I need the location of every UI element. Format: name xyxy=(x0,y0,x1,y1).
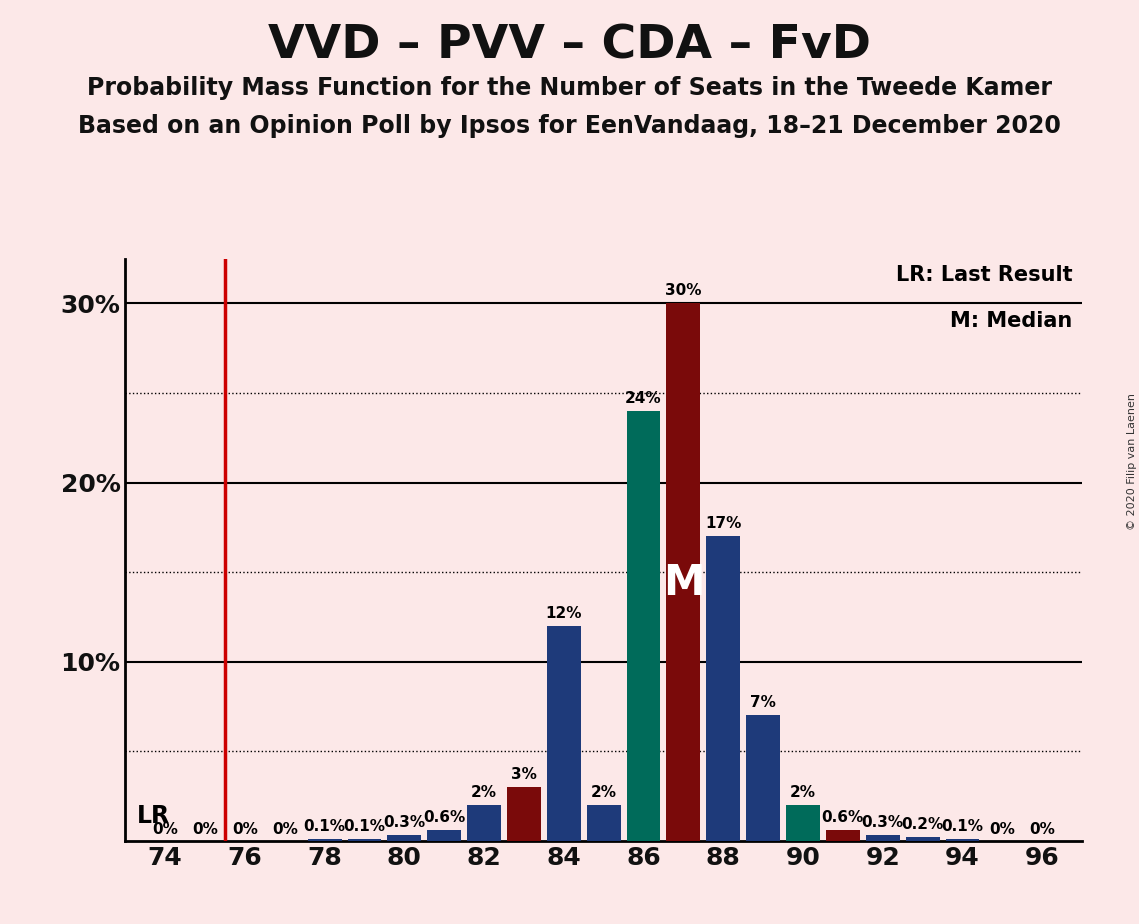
Text: 17%: 17% xyxy=(705,516,741,531)
Text: VVD – PVV – CDA – FvD: VVD – PVV – CDA – FvD xyxy=(268,23,871,68)
Bar xyxy=(308,839,342,841)
Bar xyxy=(547,626,581,841)
Text: 0.1%: 0.1% xyxy=(942,819,983,833)
Text: 0.1%: 0.1% xyxy=(304,819,345,833)
Bar xyxy=(826,830,860,841)
Bar xyxy=(626,411,661,841)
Text: 3%: 3% xyxy=(511,767,536,782)
Bar xyxy=(666,303,700,841)
Text: 24%: 24% xyxy=(625,391,662,406)
Bar xyxy=(347,839,382,841)
Text: 12%: 12% xyxy=(546,605,582,621)
Text: 0%: 0% xyxy=(272,822,297,837)
Bar xyxy=(906,837,940,841)
Bar xyxy=(387,835,421,841)
Bar xyxy=(706,536,740,841)
Bar xyxy=(427,830,461,841)
Text: Probability Mass Function for the Number of Seats in the Tweede Kamer: Probability Mass Function for the Number… xyxy=(87,76,1052,100)
Bar xyxy=(945,839,980,841)
Bar xyxy=(467,805,501,841)
Bar xyxy=(587,805,621,841)
Text: © 2020 Filip van Laenen: © 2020 Filip van Laenen xyxy=(1126,394,1137,530)
Text: 0.3%: 0.3% xyxy=(862,815,903,830)
Text: LR: LR xyxy=(137,804,171,828)
Text: 0.2%: 0.2% xyxy=(901,817,944,832)
Bar xyxy=(866,835,900,841)
Text: 0.6%: 0.6% xyxy=(821,809,865,825)
Text: 2%: 2% xyxy=(790,784,816,799)
Text: 30%: 30% xyxy=(665,283,702,298)
Bar xyxy=(786,805,820,841)
Text: LR: Last Result: LR: Last Result xyxy=(896,264,1073,285)
Bar xyxy=(746,715,780,841)
Text: 0%: 0% xyxy=(1030,822,1055,837)
Text: 0%: 0% xyxy=(990,822,1015,837)
Text: 2%: 2% xyxy=(472,784,497,799)
Text: 2%: 2% xyxy=(591,784,616,799)
Text: 0%: 0% xyxy=(153,822,178,837)
Text: 7%: 7% xyxy=(751,695,776,710)
Text: 0.6%: 0.6% xyxy=(423,809,466,825)
Text: Based on an Opinion Poll by Ipsos for EenVandaag, 18–21 December 2020: Based on an Opinion Poll by Ipsos for Ee… xyxy=(79,114,1060,138)
Text: 0%: 0% xyxy=(232,822,257,837)
Text: 0.1%: 0.1% xyxy=(344,819,385,833)
Text: M: Median: M: Median xyxy=(950,311,1073,331)
Text: M: M xyxy=(663,562,704,604)
Text: 0.3%: 0.3% xyxy=(384,815,425,830)
Bar xyxy=(507,787,541,841)
Text: 0%: 0% xyxy=(192,822,218,837)
